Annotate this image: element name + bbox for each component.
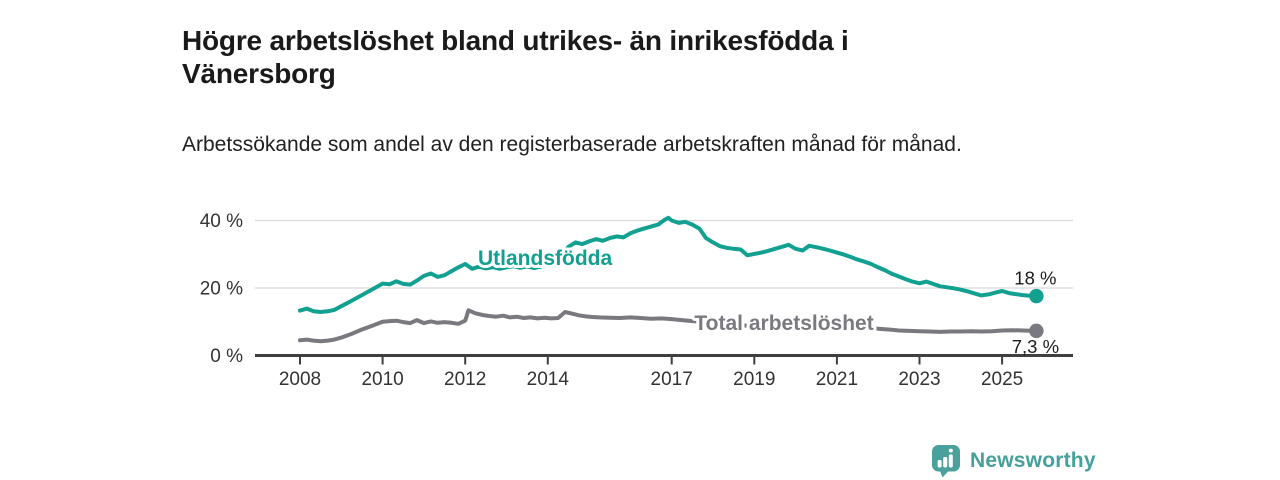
x-tick-label: 2023 xyxy=(898,369,940,390)
utlandsfodda-end-dot xyxy=(1029,288,1044,304)
series-label: Utlandsfödda xyxy=(478,247,612,270)
total-arbetsloshet-line xyxy=(298,308,1039,344)
x-tick-label: 2021 xyxy=(816,369,858,390)
series-label: Total arbetslöshet xyxy=(694,312,873,335)
end-value-label: 18 % xyxy=(1014,268,1056,289)
chart-subtitle: Arbetssökande som andel av den registerb… xyxy=(182,133,962,156)
x-tick-label: 2019 xyxy=(733,369,775,390)
y-tick-label: 0 % xyxy=(210,346,243,367)
x-tick-label: 2025 xyxy=(981,369,1023,390)
newsworthy-logo-icon xyxy=(932,445,960,478)
x-tick-label: 2008 xyxy=(279,369,321,390)
newsworthy-logo-text: Newsworthy xyxy=(970,449,1096,472)
x-tick-label: 2014 xyxy=(527,369,570,390)
total-end-dot xyxy=(1029,323,1044,339)
page-title: Högre arbetslöshet bland utrikes- än inr… xyxy=(182,24,849,90)
end-value-label: 7,3 % xyxy=(1012,336,1059,357)
y-tick-label: 40 % xyxy=(200,211,243,232)
y-tick-label: 20 % xyxy=(200,279,243,300)
utlandsfodda-line xyxy=(298,215,1039,314)
x-tick-label: 2017 xyxy=(651,369,693,390)
x-tick-label: 2012 xyxy=(444,369,486,390)
x-tick-label: 2010 xyxy=(361,369,403,390)
newsworthy-brand: Newsworthy xyxy=(931,443,1096,479)
